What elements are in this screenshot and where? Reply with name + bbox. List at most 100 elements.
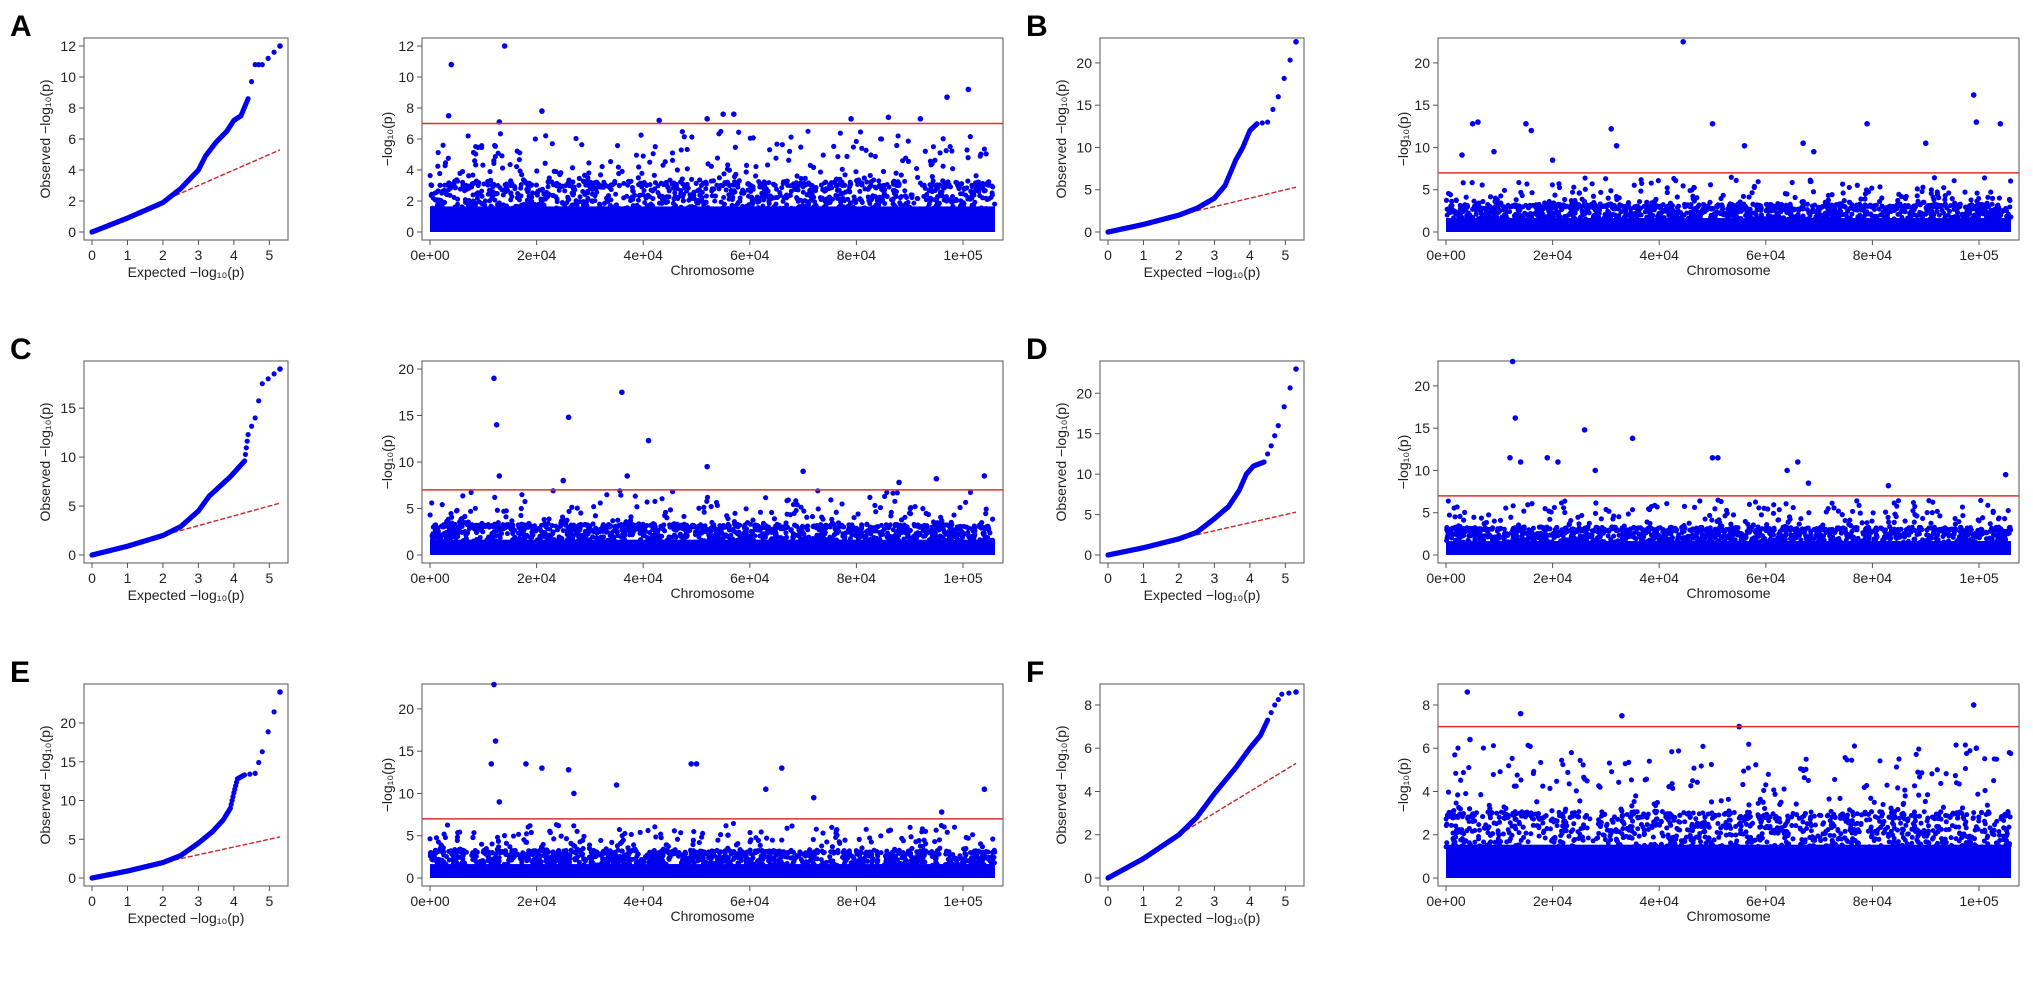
manhattan-point bbox=[737, 195, 743, 201]
manhattan-point bbox=[621, 180, 627, 186]
manhattan-point bbox=[528, 198, 534, 204]
manhattan-point bbox=[627, 522, 633, 528]
manhattan-point bbox=[827, 181, 833, 188]
manhattan-point bbox=[1597, 201, 1603, 207]
manhattan-hit-point bbox=[944, 94, 950, 100]
manhattan-point bbox=[1576, 190, 1582, 196]
manhattan-point bbox=[1663, 208, 1669, 214]
manhattan-point bbox=[1487, 194, 1494, 200]
manhattan-point bbox=[1931, 212, 1937, 218]
manhattan-y-tick-label: 10 bbox=[1414, 139, 1430, 155]
manhattan-point bbox=[569, 165, 576, 171]
manhattan-point bbox=[1453, 197, 1459, 203]
manhattan-point bbox=[1473, 211, 1479, 217]
manhattan-point bbox=[840, 190, 846, 196]
manhattan-point bbox=[1449, 206, 1455, 212]
manhattan-point bbox=[538, 197, 544, 203]
manhattan-point bbox=[1948, 203, 1954, 209]
manhattan-point bbox=[570, 179, 576, 185]
manhattan-point bbox=[898, 172, 904, 178]
manhattan-point bbox=[698, 524, 704, 530]
manhattan-point bbox=[930, 182, 936, 188]
manhattan-point bbox=[542, 160, 548, 166]
manhattan-point bbox=[1477, 208, 1483, 214]
manhattan-point bbox=[914, 165, 920, 172]
manhattan-point bbox=[470, 192, 476, 198]
manhattan-point bbox=[741, 190, 747, 196]
qq-x-tick-label: 0 bbox=[1104, 247, 1112, 263]
manhattan-point bbox=[473, 143, 479, 150]
manhattan-point bbox=[728, 188, 734, 194]
manhattan-point bbox=[1552, 192, 1558, 198]
manhattan-point bbox=[703, 529, 709, 535]
manhattan-hit-point bbox=[1800, 140, 1806, 147]
manhattan-point bbox=[737, 533, 743, 539]
manhattan-point bbox=[429, 500, 435, 506]
manhattan-point bbox=[810, 164, 817, 170]
manhattan-point bbox=[547, 536, 553, 542]
manhattan-point bbox=[833, 183, 839, 189]
manhattan-point bbox=[615, 517, 621, 523]
manhattan-point bbox=[544, 189, 550, 195]
manhattan-point bbox=[684, 146, 690, 153]
manhattan-point bbox=[710, 533, 716, 539]
manhattan-point bbox=[691, 189, 697, 195]
qq-y-tick-label: 4 bbox=[68, 162, 76, 178]
qq-point bbox=[244, 438, 250, 444]
manhattan-point bbox=[660, 162, 666, 168]
qq-y-tick-label: 6 bbox=[68, 131, 76, 147]
manhattan-point bbox=[647, 159, 653, 165]
manhattan-point bbox=[709, 524, 716, 530]
manhattan-point bbox=[1823, 211, 1829, 217]
manhattan-point bbox=[696, 534, 702, 540]
manhattan-point bbox=[1942, 193, 1948, 199]
manhattan-point bbox=[578, 510, 584, 516]
manhattan-point bbox=[1520, 204, 1526, 210]
manhattan-point bbox=[473, 162, 479, 168]
manhattan-point bbox=[470, 149, 477, 156]
manhattan-point bbox=[1787, 204, 1793, 210]
manhattan-point bbox=[442, 160, 449, 166]
manhattan-hit-point bbox=[720, 111, 726, 117]
qq-point bbox=[265, 55, 271, 62]
manhattan-point bbox=[580, 189, 586, 195]
manhattan-point bbox=[515, 530, 521, 536]
manhattan-point bbox=[475, 182, 481, 188]
manhattan-point bbox=[915, 196, 921, 202]
manhattan-point bbox=[1665, 203, 1671, 209]
manhattan-point bbox=[518, 202, 524, 208]
manhattan-point bbox=[683, 188, 689, 194]
manhattan-point bbox=[720, 205, 726, 211]
manhattan-point bbox=[1789, 179, 1795, 186]
qq-x-tick-label: 4 bbox=[1246, 570, 1254, 586]
manhattan-point bbox=[803, 524, 809, 530]
manhattan-point bbox=[866, 197, 872, 203]
manhattan-point bbox=[427, 512, 433, 518]
qq-y-axis-label: Observed −log₁₀(p) bbox=[37, 402, 53, 521]
manhattan-point bbox=[853, 169, 859, 175]
manhattan-point bbox=[1772, 214, 1778, 220]
manhattan-point bbox=[943, 182, 949, 188]
manhattan-point bbox=[558, 170, 564, 176]
manhattan-point bbox=[1839, 212, 1845, 218]
manhattan-point bbox=[1524, 212, 1530, 218]
manhattan-point bbox=[931, 538, 937, 544]
manhattan-point bbox=[528, 182, 534, 188]
manhattan-point bbox=[712, 198, 718, 204]
manhattan-point bbox=[731, 173, 738, 180]
manhattan-point bbox=[687, 192, 693, 198]
manhattan-point bbox=[680, 181, 686, 187]
manhattan-point bbox=[924, 523, 930, 529]
manhattan-point bbox=[645, 538, 651, 544]
manhattan-point bbox=[756, 198, 762, 204]
manhattan-point bbox=[826, 198, 832, 204]
manhattan-point bbox=[568, 522, 574, 528]
manhattan-point bbox=[1715, 202, 1721, 208]
manhattan-point bbox=[1467, 215, 1473, 221]
qq-x-tick-label: 0 bbox=[88, 247, 96, 263]
manhattan-point bbox=[586, 160, 592, 166]
manhattan-point bbox=[659, 496, 665, 502]
manhattan-point bbox=[1709, 205, 1715, 211]
manhattan-point bbox=[795, 187, 801, 193]
manhattan-x-tick-label: 4e+04 bbox=[624, 247, 664, 263]
